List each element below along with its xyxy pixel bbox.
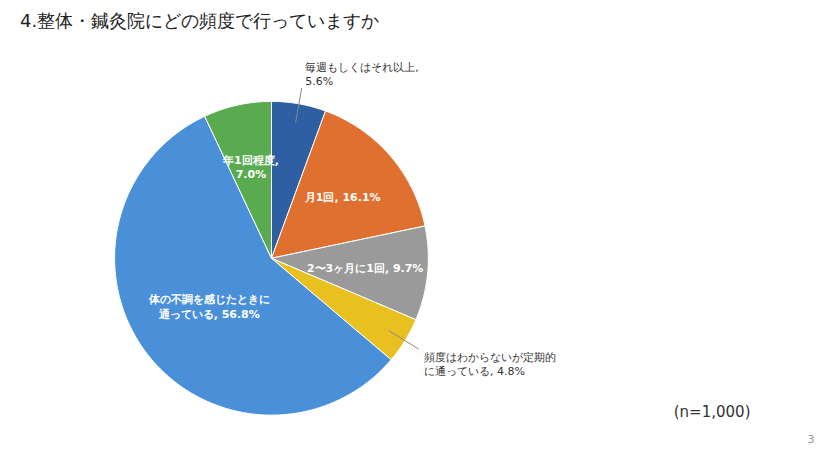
svg-text:毎週もしくはそれ以上,5.6%: 毎週もしくはそれ以上,5.6% (305, 61, 419, 88)
svg-text:年1回程度,7.0%: 年1回程度,7.0% (222, 154, 279, 181)
html-text:4.整体・鍼灸院にどの頻度で行っていますか: 4.整体・鍼灸院にどの頻度で行っていますか (20, 10, 380, 31)
svg-text:月1回, 16.1%: 月1回, 16.1% (304, 191, 381, 204)
svg-text:(n=1,000): (n=1,000) (674, 403, 751, 421)
svg-text:頻度はわからないが定期的に通っている, 4.8%: 頻度はわからないが定期的に通っている, 4.8% (424, 351, 556, 378)
svg-text:2〜3ヶ月に1回, 9.7%: 2〜3ヶ月に1回, 9.7% (307, 262, 423, 275)
svg-text:3: 3 (808, 433, 815, 446)
svg-text:体の不調を感じたときに通っている, 56.8%: 体の不調を感じたときに通っている, 56.8% (148, 293, 270, 320)
